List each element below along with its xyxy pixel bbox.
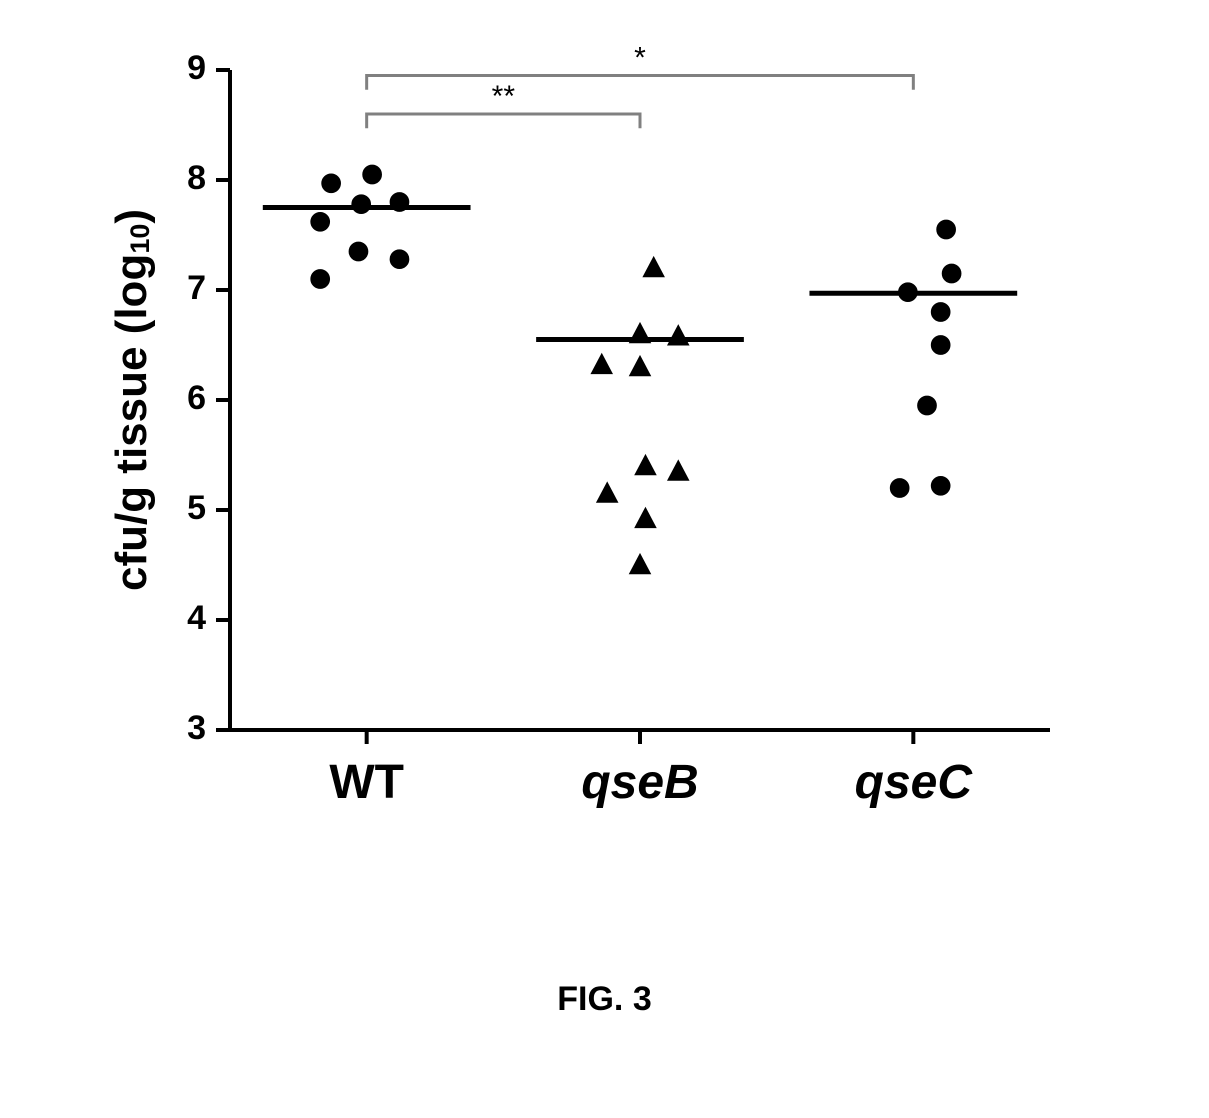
data-point — [931, 336, 950, 355]
y-tick-label: 3 — [187, 709, 206, 747]
x-category-label: qseB — [581, 756, 698, 809]
x-category-label: qseC — [855, 756, 974, 809]
data-point — [918, 396, 937, 415]
chart-container: 3456789WTqseBqseCcfu/g tissue (log10)*** — [90, 40, 1110, 840]
data-point — [942, 264, 961, 283]
svg-text:cfu/g tissue (log10): cfu/g tissue (log10) — [107, 209, 156, 591]
data-point — [390, 193, 409, 212]
significance-label: * — [634, 42, 646, 75]
significance-label: ** — [492, 80, 516, 113]
x-category-label: WT — [329, 756, 404, 809]
data-point — [322, 174, 341, 193]
data-point — [352, 195, 371, 214]
data-point — [311, 270, 330, 289]
data-point — [390, 250, 409, 269]
scatter-chart: 3456789WTqseBqseCcfu/g tissue (log10)*** — [90, 40, 1110, 840]
y-tick-label: 9 — [187, 49, 206, 87]
y-tick-label: 6 — [187, 379, 206, 417]
data-point — [931, 476, 950, 495]
data-point — [311, 212, 330, 231]
y-axis-label: cfu/g tissue (log10) — [107, 209, 156, 591]
page: 3456789WTqseBqseCcfu/g tissue (log10)***… — [0, 0, 1209, 1118]
figure-caption: FIG. 3 — [0, 980, 1209, 1019]
data-point — [937, 220, 956, 239]
data-point — [363, 165, 382, 184]
data-point — [349, 242, 368, 261]
data-point — [931, 303, 950, 322]
data-point — [899, 283, 918, 302]
y-tick-label: 4 — [187, 599, 206, 637]
y-tick-label: 8 — [187, 159, 206, 197]
chart-bg — [90, 40, 1110, 840]
y-tick-label: 5 — [187, 489, 206, 527]
data-point — [890, 479, 909, 498]
y-tick-label: 7 — [187, 269, 206, 307]
